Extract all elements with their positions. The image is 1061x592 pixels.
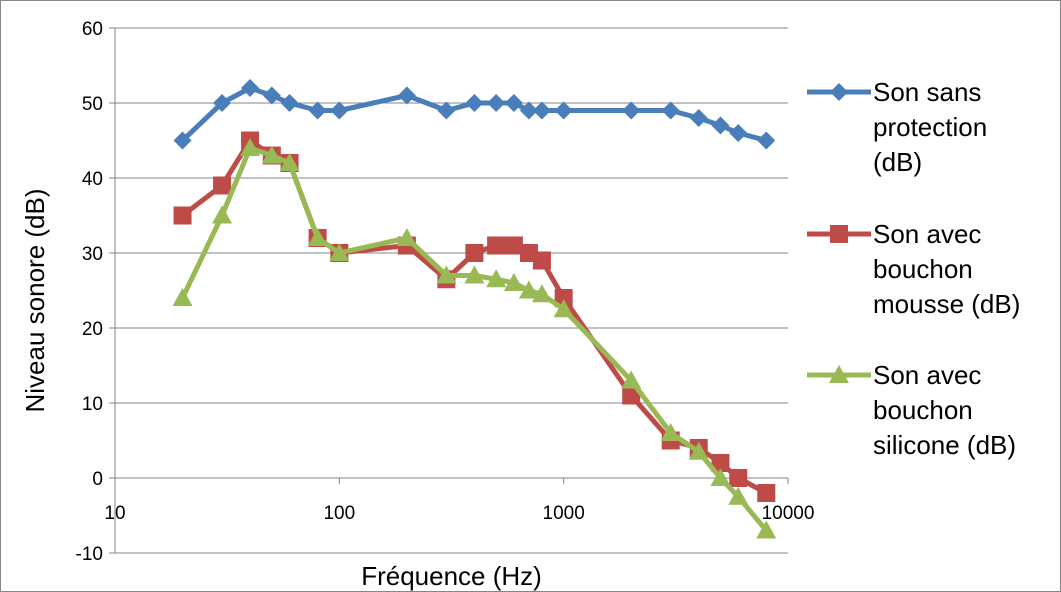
data-point bbox=[308, 101, 327, 120]
data-point bbox=[487, 236, 506, 255]
x-axis-title: Fréquence (Hz) bbox=[361, 561, 542, 591]
axes bbox=[109, 27, 789, 554]
data-point bbox=[622, 101, 641, 120]
data-point bbox=[621, 370, 642, 389]
data-point bbox=[519, 101, 538, 120]
data-point bbox=[396, 228, 417, 246]
data-point bbox=[240, 138, 261, 156]
legend-label: protection bbox=[873, 112, 987, 142]
legend-label: Son avec bbox=[873, 360, 981, 390]
data-point bbox=[757, 131, 776, 150]
y-tick-label: 20 bbox=[82, 319, 103, 340]
x-tick-label: 100 bbox=[323, 503, 355, 524]
data-point bbox=[757, 484, 776, 502]
legend-label: bouchon bbox=[873, 395, 973, 425]
data-point bbox=[486, 269, 507, 288]
y-tick-label: 40 bbox=[82, 169, 103, 190]
data-point bbox=[554, 289, 573, 307]
y-tick-label: 10 bbox=[82, 394, 103, 415]
y-axis-title: Niveau sonore (dB) bbox=[20, 189, 50, 413]
data-point bbox=[756, 520, 777, 539]
data-point bbox=[465, 94, 484, 112]
data-point bbox=[689, 109, 708, 127]
data-point bbox=[436, 265, 457, 284]
data-point bbox=[173, 131, 192, 150]
data-point bbox=[710, 468, 731, 486]
x-tick-label: 10000 bbox=[762, 503, 815, 524]
series-diamond bbox=[173, 79, 776, 150]
legend-marker bbox=[830, 225, 848, 243]
data-point bbox=[330, 101, 349, 120]
data-point bbox=[554, 101, 573, 120]
data-point bbox=[688, 441, 709, 460]
data-point bbox=[622, 386, 641, 405]
data-point bbox=[487, 94, 506, 112]
y-tick-label: 50 bbox=[82, 94, 103, 115]
legend-entry: Son avec bouchon silicone (dB) bbox=[807, 360, 1016, 460]
data-point bbox=[173, 206, 192, 225]
data-point bbox=[729, 469, 748, 487]
data-point bbox=[531, 284, 552, 303]
data-point bbox=[518, 280, 539, 299]
data-point bbox=[711, 454, 730, 472]
data-point bbox=[503, 273, 524, 291]
data-point bbox=[329, 243, 350, 261]
data-point bbox=[465, 244, 484, 262]
data-point bbox=[553, 299, 574, 318]
legend: Son sans protection (dB) Son avec bouchon mou… bbox=[807, 77, 1020, 460]
data-point bbox=[241, 79, 260, 97]
y-tick-label: 60 bbox=[82, 19, 103, 40]
data-point bbox=[437, 101, 456, 120]
legend-label: mousse (dB) bbox=[873, 289, 1020, 319]
data-point bbox=[212, 205, 233, 224]
y-tick-label: -10 bbox=[76, 544, 103, 565]
gridlines bbox=[115, 27, 788, 554]
series-square bbox=[173, 131, 776, 502]
data-point bbox=[213, 94, 232, 112]
legend-entry: Son avec bouchon mousse (dB) bbox=[807, 219, 1020, 319]
legend-label: bouchon bbox=[873, 254, 973, 284]
data-point bbox=[172, 288, 193, 306]
data-point bbox=[532, 101, 551, 120]
legend-marker bbox=[829, 365, 849, 383]
y-tick-label: 0 bbox=[92, 469, 103, 490]
data-point bbox=[307, 228, 328, 246]
data-point bbox=[661, 101, 680, 120]
data-point bbox=[213, 176, 232, 195]
data-point bbox=[262, 86, 281, 105]
legend-label: Son sans bbox=[873, 77, 981, 107]
legend-label: Son avec bbox=[873, 219, 981, 249]
legend-label: (dB) bbox=[873, 147, 922, 177]
data-point bbox=[279, 153, 300, 171]
legend-label: silicone (dB) bbox=[873, 430, 1016, 460]
legend-entry: Son sans protection (dB) bbox=[807, 77, 987, 177]
plot-area bbox=[172, 79, 777, 539]
data-point bbox=[660, 423, 681, 441]
data-point bbox=[711, 116, 730, 135]
data-point bbox=[261, 145, 282, 164]
data-point bbox=[532, 251, 551, 270]
data-point bbox=[729, 124, 748, 142]
data-point bbox=[728, 486, 749, 505]
data-point bbox=[397, 86, 416, 105]
data-point bbox=[504, 94, 523, 112]
series-line bbox=[180, 145, 769, 533]
y-tick-label: 30 bbox=[82, 244, 103, 265]
series-triangle bbox=[172, 138, 777, 539]
legend-marker bbox=[830, 83, 848, 101]
data-point bbox=[280, 94, 299, 112]
x-tick-label: 10 bbox=[104, 503, 125, 524]
data-point bbox=[464, 265, 485, 284]
x-tick-label: 1000 bbox=[543, 503, 585, 524]
data-point bbox=[504, 236, 523, 255]
